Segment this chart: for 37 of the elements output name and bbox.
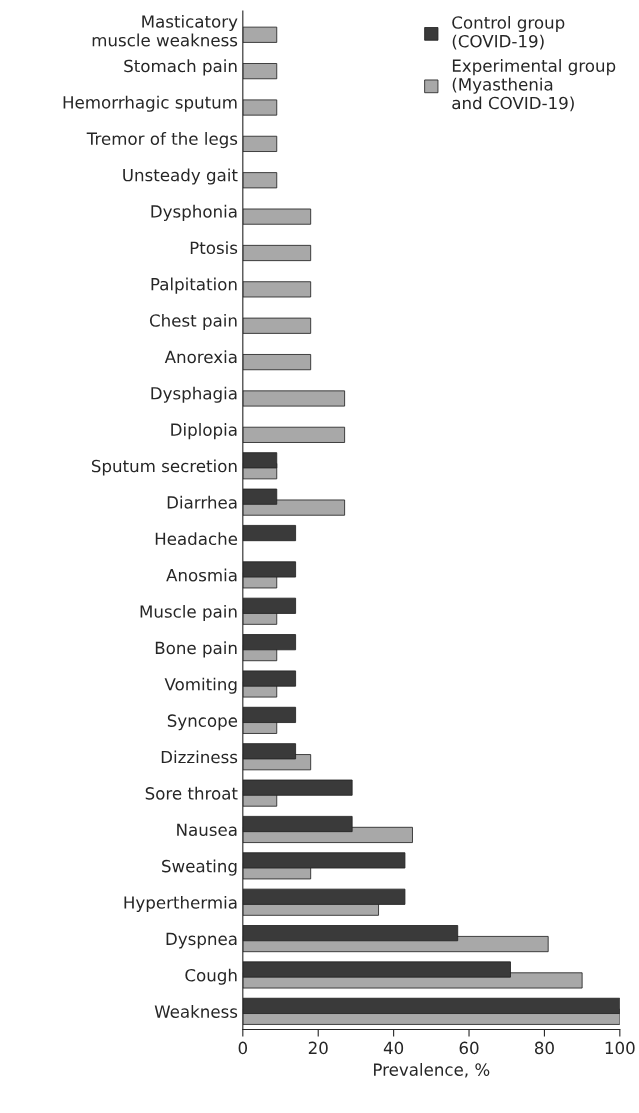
y-tick-label: Hemorrhagic sputum bbox=[63, 95, 237, 112]
y-tick-label: Sputum secretion bbox=[91, 459, 237, 476]
y-tick-label: Chest pain bbox=[149, 313, 237, 331]
y-tick-label: Bone pain bbox=[155, 641, 237, 658]
y-tick-label: Dysphonia bbox=[151, 204, 237, 221]
y-tick-label: Dizziness bbox=[161, 750, 238, 764]
y-tick-label: Vomiting bbox=[164, 677, 237, 694]
x-tick-label: 100 bbox=[605, 1041, 635, 1055]
legend-label: Control group (COVID-19) bbox=[452, 15, 565, 50]
y-tick-label: Sweating bbox=[162, 859, 237, 876]
y-tick-label: Diarrhea bbox=[167, 495, 237, 509]
x-tick-label: 0 bbox=[238, 1041, 248, 1055]
y-tick-label: Muscle pain bbox=[140, 604, 237, 622]
y-tick-label: Dysphagia bbox=[151, 386, 237, 403]
x-tick-label: 40 bbox=[383, 1041, 404, 1055]
y-tick-label: Stomach pain bbox=[124, 59, 237, 76]
y-tick-label: Unsteady gait bbox=[123, 168, 238, 185]
y-tick-label: Syncope bbox=[167, 714, 238, 731]
x-tick-label: 60 bbox=[459, 1041, 479, 1055]
y-tick-label: Cough bbox=[185, 968, 237, 985]
y-tick-label: Masticatory muscle weakness bbox=[92, 14, 238, 47]
y-tick-label: Hyperthermia bbox=[124, 895, 237, 913]
y-tick-label: Sore throat bbox=[145, 786, 238, 800]
x-tick-label: 80 bbox=[534, 1041, 554, 1055]
y-tick-label: Dyspnea bbox=[166, 932, 237, 949]
y-tick-label: Nausea bbox=[177, 823, 237, 837]
y-tick-label: Anorexia bbox=[164, 350, 237, 364]
y-tick-label: Ptosis bbox=[190, 241, 238, 255]
x-tick-label: 20 bbox=[308, 1041, 328, 1055]
y-tick-label: Anosmia bbox=[166, 568, 237, 582]
y-tick-label: Headache bbox=[155, 532, 238, 546]
x-axis-title: Prevalence, % bbox=[374, 1063, 490, 1078]
legend-label: Experimental group (Myasthenia and COVID-19) bbox=[452, 59, 616, 112]
y-tick-label: Palpitation bbox=[151, 277, 237, 294]
y-tick-label: Tremor of the legs bbox=[86, 132, 238, 149]
y-tick-label: Diplopia bbox=[171, 423, 237, 440]
y-tick-label: Weakness bbox=[154, 1005, 238, 1018]
